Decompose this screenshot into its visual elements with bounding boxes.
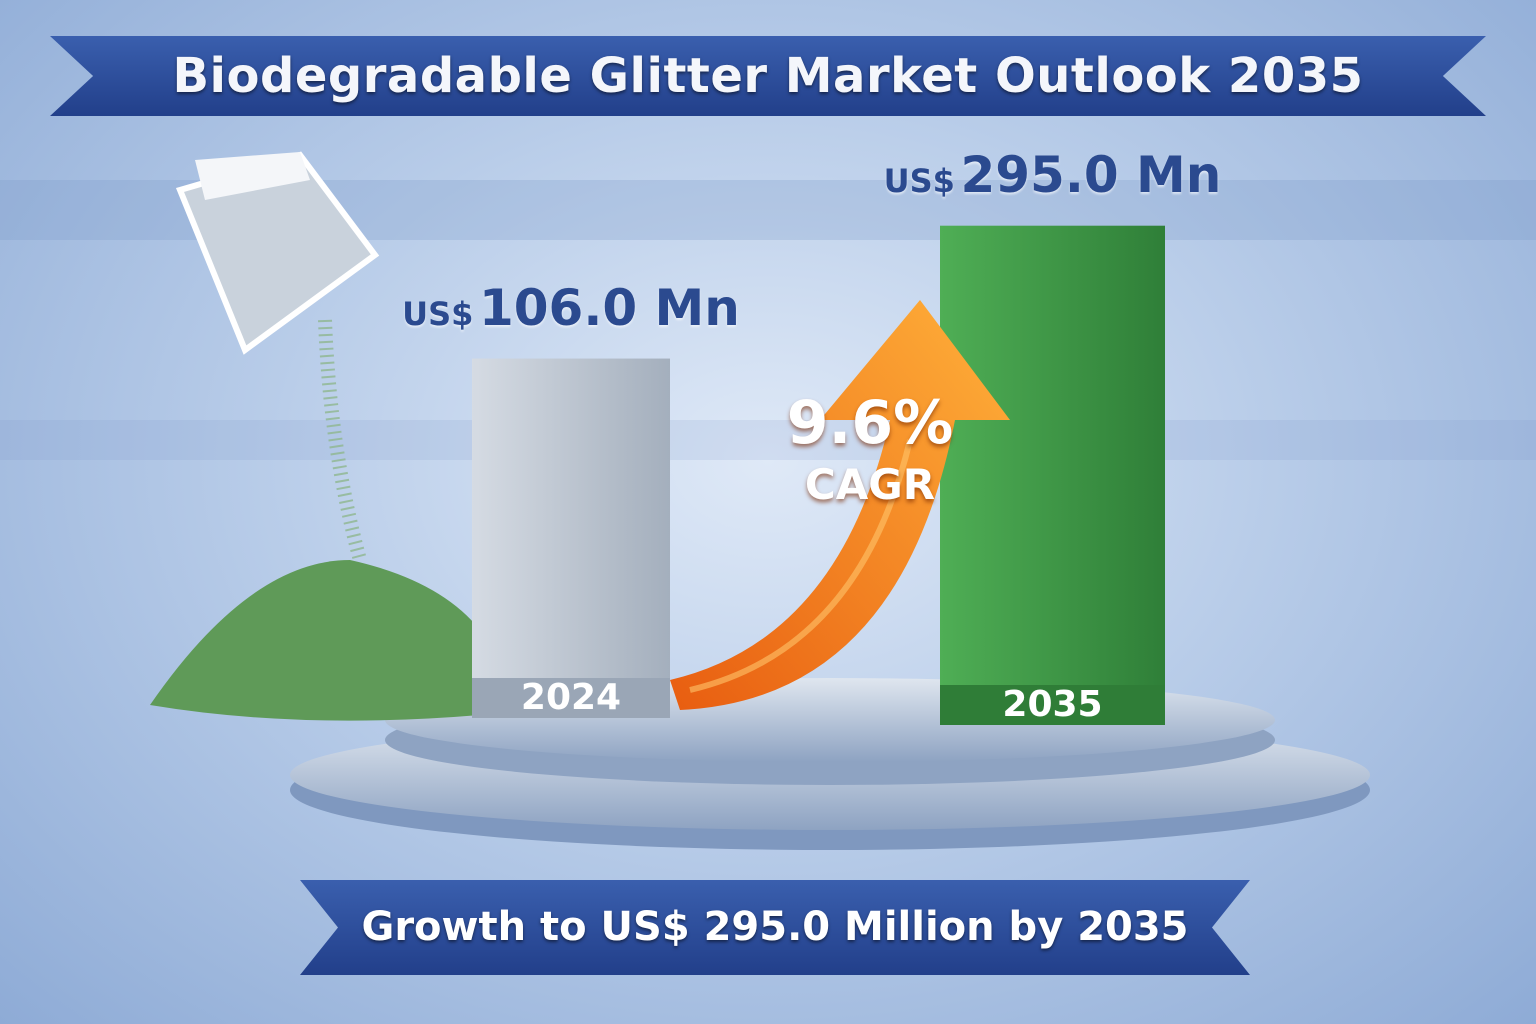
bar-2024: [472, 358, 670, 718]
title-ribbon: Biodegradable Glitter Market Outlook 203…: [50, 36, 1486, 116]
chart-title: Biodegradable Glitter Market Outlook 203…: [172, 48, 1364, 104]
amount: 106.0 Mn: [478, 278, 740, 337]
glitter-pouch-icon: [175, 151, 380, 355]
bar-2035: [940, 225, 1165, 725]
footer-text: Growth to US$ 295.0 Million by 2035: [361, 904, 1189, 950]
bar-base-2035: [940, 685, 1165, 725]
bar-value-label-2035: US$ 295.0 Mn: [878, 146, 1228, 204]
category-label: 2035: [1002, 684, 1102, 725]
currency: US$: [402, 294, 474, 333]
bar-value-label-2024: US$ 106.0 Mn: [396, 279, 746, 337]
bar-base-2024: [472, 678, 670, 718]
currency: US$: [883, 161, 955, 200]
category-label: 2024: [521, 677, 621, 718]
amount: 295.0 Mn: [960, 145, 1222, 204]
cagr-label: CAGR: [804, 460, 936, 509]
cagr-value: 9.6%: [786, 388, 954, 458]
footer-ribbon: Growth to US$ 295.0 Million by 2035: [300, 880, 1250, 975]
growth-arrow: [670, 300, 1010, 710]
glitter-pile: [150, 319, 480, 721]
background-band: [0, 420, 1536, 460]
